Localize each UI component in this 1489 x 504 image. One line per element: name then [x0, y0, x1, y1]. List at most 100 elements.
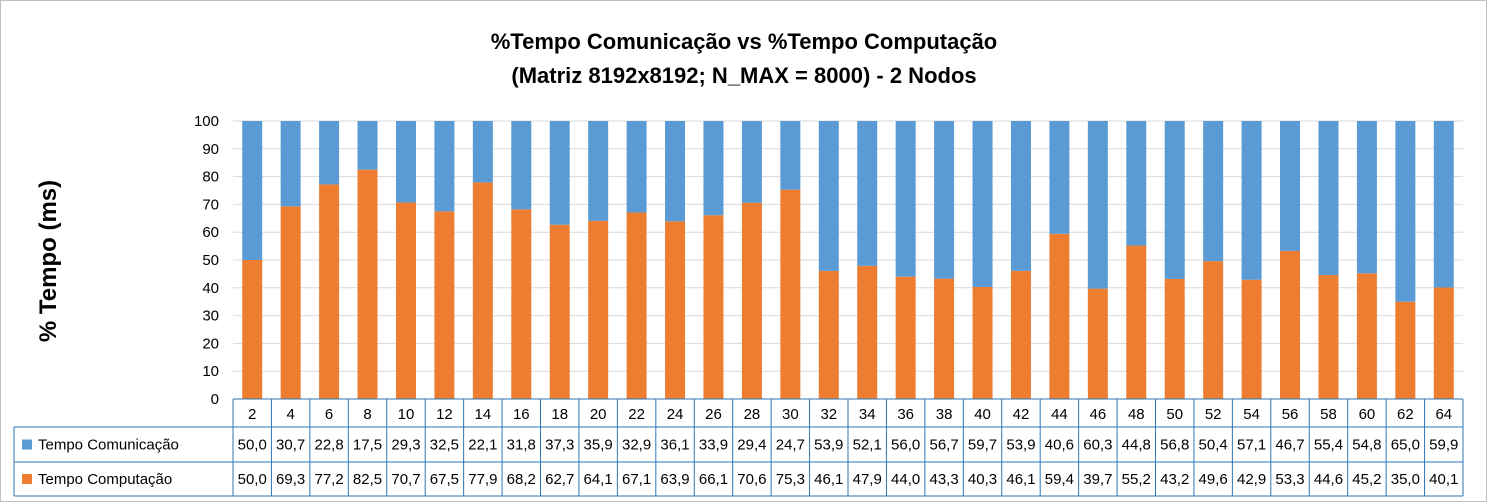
bar-tempo-computacao — [1356, 273, 1377, 399]
data-table: 2 4 6 8 10 12 14 16 18 20 22 24 26 28 30 32 34 36 38 40 42 44… — [13, 398, 1464, 497]
bar-tempo-comunicacao — [1203, 121, 1224, 262]
x-tick-label: 54 — [1243, 406, 1260, 423]
bar-tempo-comunicacao — [242, 121, 263, 260]
bar-tempo-computacao — [1395, 301, 1416, 399]
y-axis-ticks: 0 10 20 30 40 50 60 70 80 90 100 — [194, 113, 219, 408]
y-tick-label: 20 — [202, 335, 219, 352]
data-label: 46,1 — [1006, 471, 1035, 488]
data-label: 56,8 — [1160, 437, 1189, 454]
y-tick-label: 10 — [202, 363, 219, 380]
data-label: 22,8 — [314, 437, 343, 454]
x-tick-label: 56 — [1282, 406, 1299, 423]
bar-tempo-computacao — [1010, 270, 1031, 399]
data-label: 77,2 — [314, 471, 343, 488]
y-tick-label: 80 — [202, 169, 219, 186]
legend-swatch — [22, 474, 32, 484]
data-label: 62,7 — [545, 471, 574, 488]
x-tick-label: 44 — [1051, 406, 1068, 423]
bar-tempo-comunicacao — [319, 121, 340, 185]
x-tick-label: 32 — [820, 406, 837, 423]
data-label: 53,3 — [1275, 471, 1304, 488]
x-tick-label: 30 — [782, 406, 799, 423]
bar-tempo-computacao — [434, 211, 455, 399]
y-tick-label: 70 — [202, 196, 219, 213]
bar-tempo-computacao — [242, 260, 263, 399]
data-label: 24,7 — [776, 437, 805, 454]
bar-tempo-comunicacao — [1126, 121, 1147, 246]
y-tick-label: 60 — [202, 224, 219, 241]
bar-tempo-computacao — [472, 182, 493, 399]
bar-tempo-computacao — [818, 270, 839, 399]
data-label: 52,1 — [853, 437, 882, 454]
data-label: 68,2 — [507, 471, 536, 488]
data-label: 40,3 — [968, 471, 997, 488]
legend-label: Tempo Comunicação — [38, 437, 179, 454]
y-tick-label: 0 — [211, 391, 219, 408]
x-tick-label: 2 — [248, 406, 256, 423]
data-label: 33,9 — [699, 437, 728, 454]
data-label: 40,6 — [1045, 437, 1074, 454]
bar-tempo-comunicacao — [1049, 121, 1070, 234]
data-label: 47,9 — [853, 471, 882, 488]
bar-tempo-comunicacao — [357, 121, 378, 170]
bar-tempo-comunicacao — [665, 121, 686, 222]
bar-tempo-comunicacao — [857, 121, 878, 266]
bar-tempo-comunicacao — [972, 121, 993, 287]
bar-tempo-computacao — [588, 220, 609, 399]
bar-tempo-computacao — [934, 278, 955, 399]
x-tick-label: 50 — [1166, 406, 1183, 423]
data-label: 35,0 — [1391, 471, 1420, 488]
bar-tempo-computacao — [895, 276, 916, 399]
bar-tempo-computacao — [1433, 287, 1454, 399]
bar-tempo-comunicacao — [818, 121, 839, 271]
data-label: 44,6 — [1314, 471, 1343, 488]
x-tick-label: 6 — [325, 406, 333, 423]
bar-tempo-comunicacao — [1318, 121, 1339, 276]
x-tick-label: 12 — [436, 406, 453, 423]
x-tick-label: 14 — [475, 406, 492, 423]
bar-tempo-computacao — [626, 212, 647, 399]
gridlines — [233, 120, 1463, 400]
legend-label: Tempo Computação — [38, 471, 172, 488]
data-label: 42,9 — [1237, 471, 1266, 488]
bar-tempo-comunicacao — [511, 121, 532, 210]
x-tick-label: 60 — [1359, 406, 1376, 423]
x-tick-label: 42 — [1013, 406, 1030, 423]
x-tick-label: 40 — [974, 406, 991, 423]
data-label: 36,1 — [660, 437, 689, 454]
data-label: 29,3 — [391, 437, 420, 454]
data-label: 46,7 — [1275, 437, 1304, 454]
data-label: 31,8 — [507, 437, 536, 454]
x-tick-label: 20 — [590, 406, 607, 423]
data-label: 67,5 — [430, 471, 459, 488]
data-label: 57,1 — [1237, 437, 1266, 454]
bar-tempo-comunicacao — [588, 121, 609, 221]
data-label: 32,5 — [430, 437, 459, 454]
data-label: 44,0 — [891, 471, 920, 488]
bar-tempo-computacao — [1087, 288, 1108, 399]
bar-tempo-computacao — [741, 202, 762, 399]
y-tick-label: 30 — [202, 308, 219, 325]
bar-tempo-computacao — [1126, 245, 1147, 399]
x-tick-label: 4 — [286, 406, 294, 423]
bar-tempo-comunicacao — [895, 121, 916, 277]
x-tick-label: 8 — [363, 406, 371, 423]
data-label: 44,8 — [1122, 437, 1151, 454]
bar-tempo-comunicacao — [1433, 121, 1454, 288]
x-tick-label: 36 — [897, 406, 914, 423]
bar-tempo-comunicacao — [1164, 121, 1185, 279]
y-tick-label: 40 — [202, 280, 219, 297]
bar-tempo-comunicacao — [934, 121, 955, 279]
bar-tempo-comunicacao — [1010, 121, 1031, 271]
bar-tempo-comunicacao — [1280, 121, 1301, 251]
data-label: 39,7 — [1083, 471, 1112, 488]
data-label: 69,3 — [276, 471, 305, 488]
data-label: 70,6 — [737, 471, 766, 488]
bar-tempo-computacao — [1280, 250, 1301, 399]
x-tick-label: 26 — [705, 406, 722, 423]
x-tick-label: 18 — [551, 406, 568, 423]
bar-tempo-computacao — [972, 286, 993, 399]
bar-tempo-comunicacao — [434, 121, 455, 212]
data-label: 29,4 — [737, 437, 766, 454]
bar-tempo-comunicacao — [1356, 121, 1377, 274]
